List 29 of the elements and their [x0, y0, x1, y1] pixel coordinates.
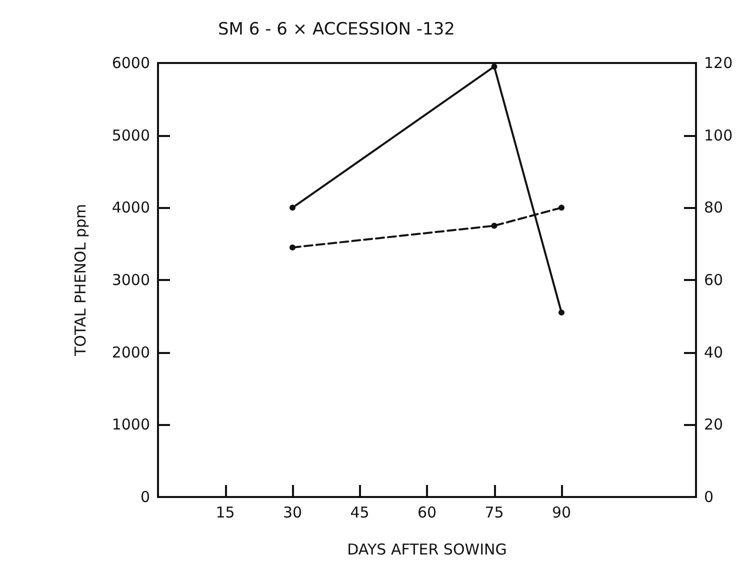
point: [558, 310, 564, 316]
x-tick-label: 60: [417, 504, 437, 522]
y-tick-label: 0: [140, 488, 150, 506]
y2-tick-label: 20: [704, 416, 724, 434]
chart-title: SM 6 - 6 × ACCESSION -132: [218, 20, 455, 40]
y2-tick-label: 120: [704, 54, 733, 72]
y2-tick-label: 40: [704, 343, 724, 362]
y-tick-label: 4000: [112, 198, 150, 217]
y2-tick-label: 80: [704, 198, 724, 217]
x-tick-label: 90: [552, 504, 572, 522]
y2-tick-label: 0: [704, 488, 714, 506]
y2-tick-label: 100: [704, 126, 733, 144]
x-tick-label: 15: [216, 504, 235, 522]
y-axis-title: TOTAL PHENOL ppm: [72, 204, 90, 357]
x-tick-label: 45: [350, 504, 370, 522]
point: [558, 204, 564, 211]
x-tick-label: 75: [484, 504, 504, 522]
y-tick-label: 2000: [112, 343, 150, 362]
point: [290, 244, 296, 250]
y-tick-label: 1000: [112, 416, 150, 434]
y-tick-label: 6000: [112, 54, 150, 72]
point: [290, 204, 296, 211]
x-tick-label: 30: [282, 504, 302, 522]
point: [491, 222, 498, 229]
y2-tick-label: 60: [704, 271, 724, 289]
y-tick-label: 3000: [112, 271, 150, 289]
x-axis-title: DAYS AFTER SOWING: [347, 540, 507, 558]
y-tick-label: 5000: [112, 126, 150, 144]
point: [491, 64, 498, 70]
